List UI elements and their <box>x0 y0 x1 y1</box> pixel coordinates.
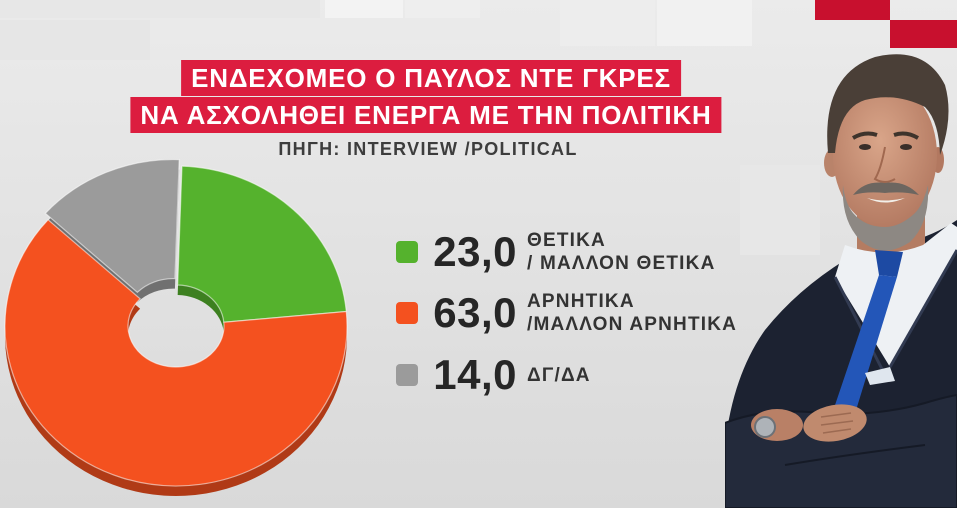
legend-label-line: ΘΕΤΙΚΑ <box>527 230 606 251</box>
legend-swatch <box>396 364 418 386</box>
legend-swatch <box>396 302 418 324</box>
pie-slice-3 <box>44 159 180 294</box>
background-tile <box>0 20 150 60</box>
mouth <box>867 198 905 203</box>
eyebrow <box>893 131 920 140</box>
lapel <box>833 276 887 376</box>
red-accent-block <box>815 0 890 20</box>
pie-slices <box>4 159 348 487</box>
background-tile <box>325 0 403 18</box>
legend-label-line: /ΜΑΛΛΟΝ ΑΡΝΗΤΙΚΑ <box>527 314 738 335</box>
chart-title-line-2: ΝΑ ΑΣΧΟΛΗΘΕΙ ΕΝΕΡΓΑ ΜΕ ΤΗΝ ΠΟΛΙΤΙΚΗ <box>130 97 722 133</box>
eyebrow <box>851 131 878 140</box>
beard <box>842 185 929 251</box>
legend-label-line: / ΜΑΛΛΟΝ ΘΕΤΙΚΑ <box>527 253 716 274</box>
head <box>824 54 949 251</box>
legend-value: 63,0 <box>433 289 517 336</box>
watch-icon <box>754 416 776 438</box>
legend-item: 14,0 ΔΓ/ΔΑ <box>396 349 591 401</box>
fingers <box>820 412 854 434</box>
chart-title-line-1: ΕΝΔΕΧΟΜΕΟ Ο ΠΑΥΛΟΣ ΝΤΕ ΓΚΡΕΣ <box>181 60 681 96</box>
background-tile <box>560 0 655 46</box>
legend-value: 14,0 <box>433 351 517 398</box>
tie <box>833 275 897 420</box>
legend-item: 23,0 ΘΕΤΙΚΑ / ΜΑΛΛΟΝ ΘΕΤΙΚΑ <box>396 226 716 278</box>
pie-slice-2 <box>4 218 348 487</box>
legend-item: 63,0 ΑΡΝΗΤΙΚΑ /ΜΑΛΛΟΝ ΑΡΝΗΤΙΚΑ <box>396 287 737 339</box>
mustache <box>853 182 919 195</box>
hair <box>827 54 949 155</box>
legend-label-line: ΑΡΝΗΤΙΚΑ <box>527 291 635 312</box>
background-tile <box>740 165 820 255</box>
legend-label: ΑΡΝΗΤΙΚΑ /ΜΑΛΛΟΝ ΑΡΝΗΤΙΚΑ <box>527 290 737 336</box>
legend-label: ΘΕΤΙΚΑ / ΜΑΛΛΟΝ ΘΕΤΙΚΑ <box>527 229 716 275</box>
red-accent-block <box>890 20 957 48</box>
tie-knot <box>875 250 903 277</box>
pocket-square <box>865 367 895 385</box>
background-tile <box>657 0 752 46</box>
portrait-photo <box>725 54 957 508</box>
eye <box>900 144 912 150</box>
legend-label: ΔΓ/ΔΑ <box>527 364 591 387</box>
chart-source: ΠΗΓΗ: INTERVIEW /POLITICAL <box>278 139 578 159</box>
shirt <box>835 223 957 367</box>
nose <box>873 146 896 183</box>
background-tile <box>0 0 320 18</box>
legend-label-line: ΔΓ/ΔΑ <box>527 364 591 386</box>
legend-value: 23,0 <box>433 228 517 275</box>
lapel <box>888 249 957 368</box>
background-tile <box>405 0 480 18</box>
donut-chart <box>4 159 348 496</box>
legend-swatch <box>396 241 418 263</box>
crossed-arms <box>725 393 957 508</box>
pie-slice-1 <box>177 165 347 323</box>
eye <box>859 144 871 150</box>
